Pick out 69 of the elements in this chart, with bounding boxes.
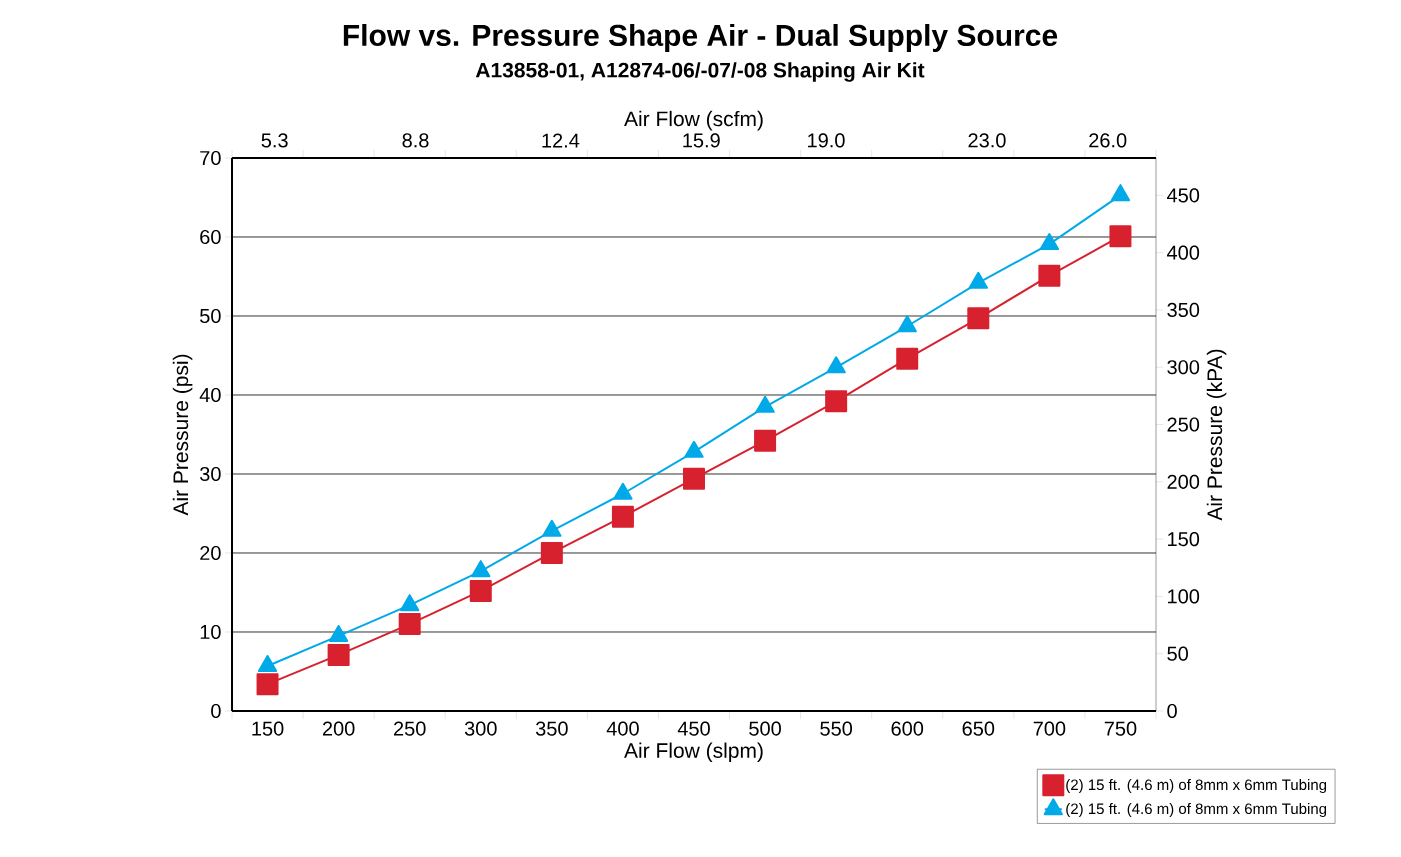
- x2-axis-title: Air Flow (scfm): [624, 110, 763, 131]
- y-tick-label: 40: [199, 387, 221, 403]
- point: [611, 505, 634, 528]
- point: [1110, 184, 1131, 202]
- y-tick-label: 50: [200, 308, 221, 324]
- x2-tick-label: 5.3: [261, 133, 288, 148]
- point: [826, 356, 846, 374]
- y2-tick-label: 0: [1167, 703, 1177, 719]
- x-tick-label: 450: [677, 721, 710, 736]
- x-tick-label: 350: [535, 721, 568, 736]
- y-tick-label: 70: [200, 150, 221, 166]
- x-tick-label: 150: [252, 721, 284, 736]
- point: [256, 673, 279, 696]
- x-tick-label: 600: [891, 721, 924, 736]
- y2-tick-label: 300: [1167, 360, 1200, 375]
- point: [1038, 264, 1061, 287]
- legend-label: (2) 15 ft. (4.6 m) of 8mm x 6mm Tubing: [1066, 803, 1327, 818]
- point: [542, 519, 562, 537]
- x-tick-label: 650: [962, 721, 995, 736]
- x2-tick-label: 15.9: [683, 133, 720, 148]
- point: [400, 594, 420, 612]
- y2-tick-label: 450: [1166, 188, 1200, 203]
- x-tick-label: 300: [464, 721, 497, 736]
- x-tick-label: 700: [1033, 721, 1066, 736]
- point: [471, 560, 491, 578]
- y2-tick-label: 200: [1167, 474, 1200, 489]
- x2-tick-label: 12.4: [542, 133, 580, 148]
- y-tick-label: 20: [200, 545, 221, 561]
- point: [968, 271, 988, 289]
- point: [540, 541, 563, 564]
- x2-tick-label: 26.0: [1089, 133, 1127, 148]
- point: [469, 579, 492, 602]
- y2-tick-label: 150: [1168, 532, 1200, 547]
- y2-tick-label: 250: [1167, 417, 1200, 432]
- y2-axis-title: Air Pressure (kPA): [1206, 349, 1227, 521]
- point: [327, 643, 350, 666]
- point: [683, 467, 705, 490]
- point: [398, 613, 421, 636]
- x-tick-label: 400: [606, 721, 639, 736]
- y-tick-label: 30: [200, 466, 221, 482]
- y2-tick-label: 400: [1166, 245, 1200, 260]
- point: [613, 482, 633, 500]
- y2-tick-label: 50: [1167, 646, 1188, 661]
- point: [897, 315, 917, 333]
- chart-title: Flow vs. Pressure Shape Air - Dual Supply Source: [343, 24, 1058, 52]
- y2-tick-label: 350: [1167, 302, 1200, 318]
- x2-tick-label: 23.0: [968, 133, 1006, 148]
- x2-tick-label: 19.0: [808, 133, 845, 148]
- y-axis-title: Air Pressure (psi): [172, 354, 193, 516]
- x-tick-label: 550: [820, 721, 853, 736]
- x-tick-label: 250: [394, 721, 426, 736]
- y-tick-label: 0: [211, 703, 221, 719]
- x-tick-label: 750: [1104, 721, 1137, 736]
- point: [754, 429, 777, 452]
- x2-tick-label: 8.8: [402, 133, 429, 148]
- y-tick-label: 10: [200, 624, 221, 640]
- x-tick-label: 200: [322, 721, 355, 736]
- point: [825, 390, 848, 413]
- point: [896, 347, 919, 370]
- chart-subtitle: A13858-01, A12874-06/-07/-08 Shaping Air Kit: [475, 62, 925, 82]
- x-tick-label: 500: [749, 721, 781, 736]
- x-axis-title: Air Flow (slpm): [624, 742, 763, 763]
- point: [967, 307, 990, 330]
- y-tick-label: 60: [200, 229, 221, 245]
- point: [684, 440, 704, 458]
- point: [1039, 233, 1060, 251]
- y2-tick-label: 100: [1168, 589, 1200, 604]
- legend-label: (2) 15 ft. (4.6 m) of 8mm x 6mm Tubing: [1066, 779, 1327, 794]
- point: [755, 395, 775, 413]
